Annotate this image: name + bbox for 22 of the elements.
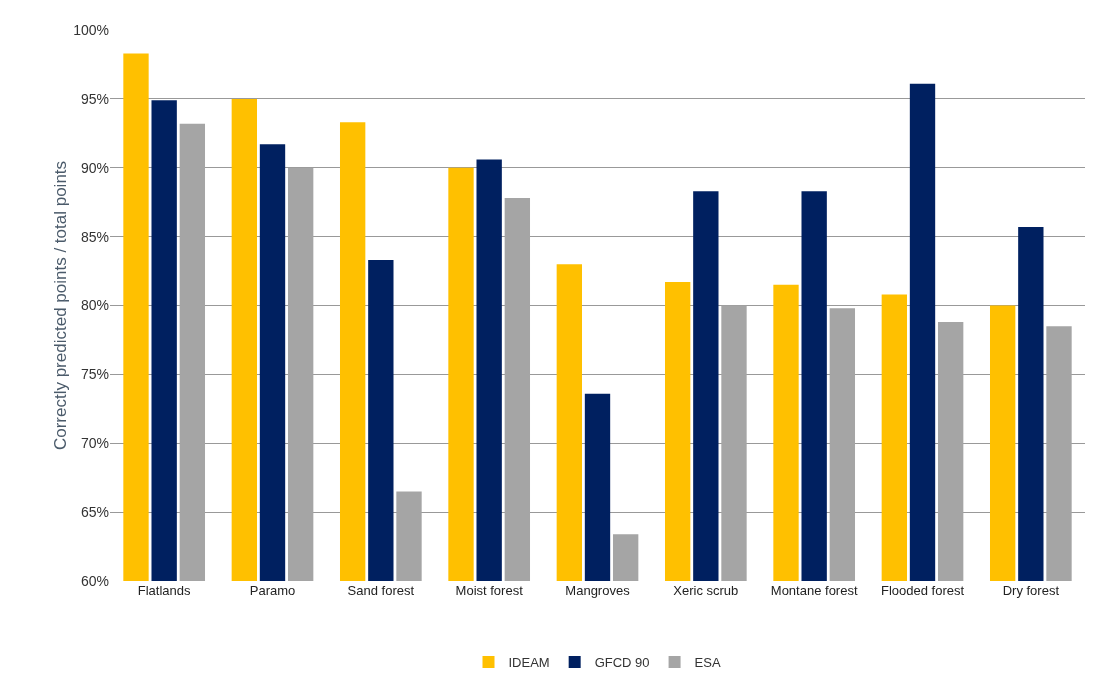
y-tick-label: 90% (80, 159, 109, 176)
x-tick-label: Sand forest (347, 583, 415, 598)
x-tick-label: Dry forest (1002, 583, 1060, 598)
y-tick-label: 95% (80, 90, 109, 107)
y-axis-title: Correctly predicted points / total points (51, 160, 70, 451)
y-tick-label: 65% (80, 504, 109, 521)
legend-label: ESA (694, 655, 721, 671)
y-tick-label: 85% (80, 228, 109, 245)
y-tick-label: 75% (80, 366, 109, 383)
x-tick-label: Flooded forest (880, 583, 965, 598)
legend-label: GFCD 90 (594, 655, 650, 671)
y-tick-label: 60% (80, 572, 109, 589)
y-tick-label: 100% (73, 21, 109, 38)
x-tick-label: Flatlands (137, 583, 192, 598)
legend-label: IDEAM (508, 655, 550, 671)
x-tick-label: Paramo (249, 583, 296, 598)
y-tick-label: 80% (80, 297, 109, 314)
x-tick-label: Montane forest (770, 583, 858, 598)
x-tick-label: Xeric scrub (673, 583, 739, 598)
y-tick-label: 70% (80, 435, 109, 452)
x-tick-label: Mangroves (565, 583, 631, 598)
x-tick-label: Moist forest (455, 583, 524, 598)
